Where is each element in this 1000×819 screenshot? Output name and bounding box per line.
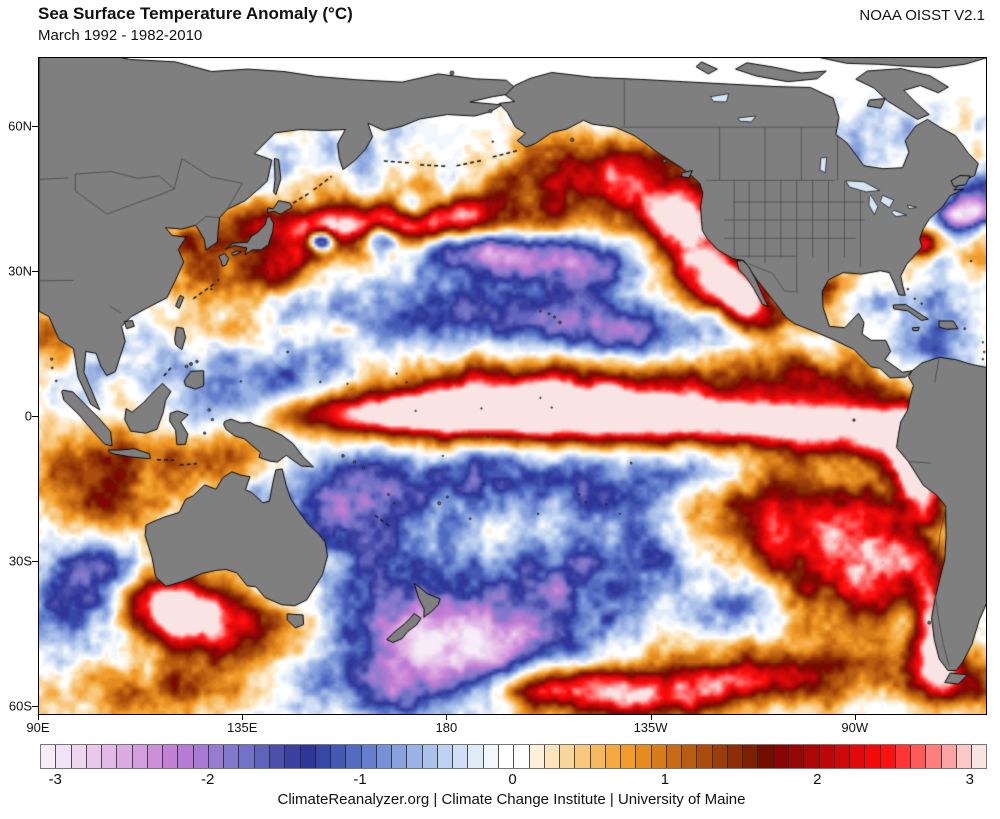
colorbar-segment-25 bbox=[422, 745, 438, 768]
colorbar-segment-21 bbox=[361, 745, 377, 768]
colorbar-segment-56 bbox=[895, 745, 912, 768]
colorbar-segment-41 bbox=[666, 745, 683, 768]
colorbar-segment-58 bbox=[926, 745, 942, 768]
colorbar-tick-label-0: 0 bbox=[508, 771, 517, 788]
page-subtitle: March 1992 - 1982-2010 bbox=[38, 27, 203, 44]
x-axis-tick-label-90E: 90E bbox=[26, 720, 50, 735]
x-axis-tick-mark bbox=[242, 714, 244, 720]
colorbar-segment-55 bbox=[880, 745, 896, 768]
y-axis-tick-label-30N: 30N bbox=[8, 263, 32, 279]
colorbar-tick-label-1: 1 bbox=[660, 771, 670, 788]
colorbar-segment-44 bbox=[712, 745, 728, 768]
x-axis-tick-mark bbox=[650, 714, 652, 720]
colorbar-tick-label--2: -2 bbox=[200, 771, 215, 788]
colorbar-segment-27 bbox=[453, 745, 469, 768]
colorbar-segment-14 bbox=[254, 745, 270, 768]
colorbar-tick-label--3: -3 bbox=[48, 771, 62, 788]
colorbar-segment-17 bbox=[300, 745, 316, 768]
colorbar-segment-24 bbox=[407, 745, 423, 768]
colorbar-segment-53 bbox=[850, 745, 866, 768]
colorbar-segment-51 bbox=[819, 745, 835, 768]
colorbar-segment-2 bbox=[71, 745, 87, 768]
x-axis-tick-label-135W: 135W bbox=[633, 720, 668, 735]
colorbar-segment-28 bbox=[468, 745, 484, 768]
colorbar-segment-20 bbox=[346, 745, 362, 768]
colorbar-segment-59 bbox=[941, 745, 957, 768]
colorbar-segment-57 bbox=[911, 745, 927, 768]
colorbar-segment-11 bbox=[208, 745, 225, 768]
colorbar-segment-32 bbox=[529, 745, 545, 768]
colorbar-segment-13 bbox=[239, 745, 255, 768]
y-axis-tick-label-0: 0 bbox=[24, 408, 32, 424]
sst-anomaly-map-canvas bbox=[39, 58, 986, 714]
x-axis-tick-label-135E: 135E bbox=[227, 720, 258, 735]
colorbar-segment-5 bbox=[117, 745, 133, 768]
colorbar-segment-0 bbox=[41, 745, 57, 768]
colorbar-segment-12 bbox=[224, 745, 240, 768]
y-axis-tick-mark bbox=[32, 271, 38, 273]
colorbar-segment-42 bbox=[682, 745, 698, 768]
colorbar-tick-label-3: 3 bbox=[965, 771, 974, 788]
colorbar-segment-48 bbox=[773, 745, 790, 768]
y-axis-tick-label-60S: 60S bbox=[8, 698, 32, 714]
colorbar-segment-45 bbox=[727, 745, 744, 768]
colorbar-segment-61 bbox=[972, 745, 987, 768]
colorbar-segment-38 bbox=[621, 745, 637, 768]
colorbar-segment-10 bbox=[193, 745, 209, 768]
x-axis-tick-mark bbox=[854, 714, 856, 720]
colorbar-segment-23 bbox=[392, 745, 408, 768]
y-axis-tick-mark bbox=[32, 706, 38, 708]
colorbar-segment-36 bbox=[590, 745, 606, 768]
colorbar-segment-31 bbox=[514, 745, 530, 768]
colorbar-segment-29 bbox=[483, 745, 499, 768]
colorbar-segment-9 bbox=[178, 745, 194, 768]
colorbar-segment-35 bbox=[575, 745, 591, 768]
colorbar-segment-34 bbox=[560, 745, 576, 768]
x-axis-tick-mark bbox=[38, 714, 39, 720]
y-axis-tick-mark bbox=[32, 126, 38, 128]
colorbar-segment-18 bbox=[315, 745, 332, 768]
x-axis-tick-mark bbox=[446, 714, 448, 720]
colorbar-segment-54 bbox=[865, 745, 881, 768]
colorbar-segment-60 bbox=[956, 745, 973, 768]
dataset-source-label: NOAA OISST V2.1 bbox=[859, 7, 985, 24]
colorbar-segment-6 bbox=[132, 745, 148, 768]
page-title: Sea Surface Temperature Anomaly (°C) bbox=[38, 4, 353, 23]
x-axis-tick-label-90W: 90W bbox=[841, 720, 869, 735]
colorbar-segment-49 bbox=[789, 745, 805, 768]
colorbar bbox=[40, 744, 987, 769]
colorbar-segment-7 bbox=[147, 745, 164, 768]
colorbar-segment-50 bbox=[804, 745, 820, 768]
colorbar-tick-label-2: 2 bbox=[813, 771, 822, 788]
colorbar-segment-15 bbox=[269, 745, 286, 768]
y-axis-tick-label-60N: 60N bbox=[8, 118, 32, 134]
y-axis-tick-mark bbox=[32, 561, 38, 563]
credit-footer: ClimateReanalyzer.org | Climate Change I… bbox=[277, 791, 746, 808]
colorbar-segment-1 bbox=[56, 745, 72, 768]
colorbar-segment-4 bbox=[102, 745, 118, 768]
x-axis-tick-label-180: 180 bbox=[435, 720, 458, 735]
colorbar-segment-47 bbox=[758, 745, 774, 768]
colorbar-segment-22 bbox=[376, 745, 393, 768]
colorbar-tick-label--1: -1 bbox=[353, 771, 367, 788]
colorbar-segment-16 bbox=[285, 745, 301, 768]
colorbar-segment-43 bbox=[697, 745, 713, 768]
colorbar-segment-8 bbox=[163, 745, 179, 768]
y-axis-tick-mark bbox=[32, 416, 38, 418]
colorbar-segment-30 bbox=[498, 745, 515, 768]
colorbar-segment-3 bbox=[86, 745, 103, 768]
colorbar-segment-26 bbox=[437, 745, 454, 768]
colorbar-segment-40 bbox=[651, 745, 667, 768]
map-frame bbox=[38, 57, 987, 715]
colorbar-segment-19 bbox=[331, 745, 347, 768]
y-axis-tick-label-30S: 30S bbox=[8, 553, 32, 569]
colorbar-segment-39 bbox=[636, 745, 652, 768]
colorbar-segment-46 bbox=[743, 745, 759, 768]
colorbar-segment-52 bbox=[834, 745, 851, 768]
colorbar-segment-33 bbox=[544, 745, 561, 768]
colorbar-segment-37 bbox=[605, 745, 622, 768]
